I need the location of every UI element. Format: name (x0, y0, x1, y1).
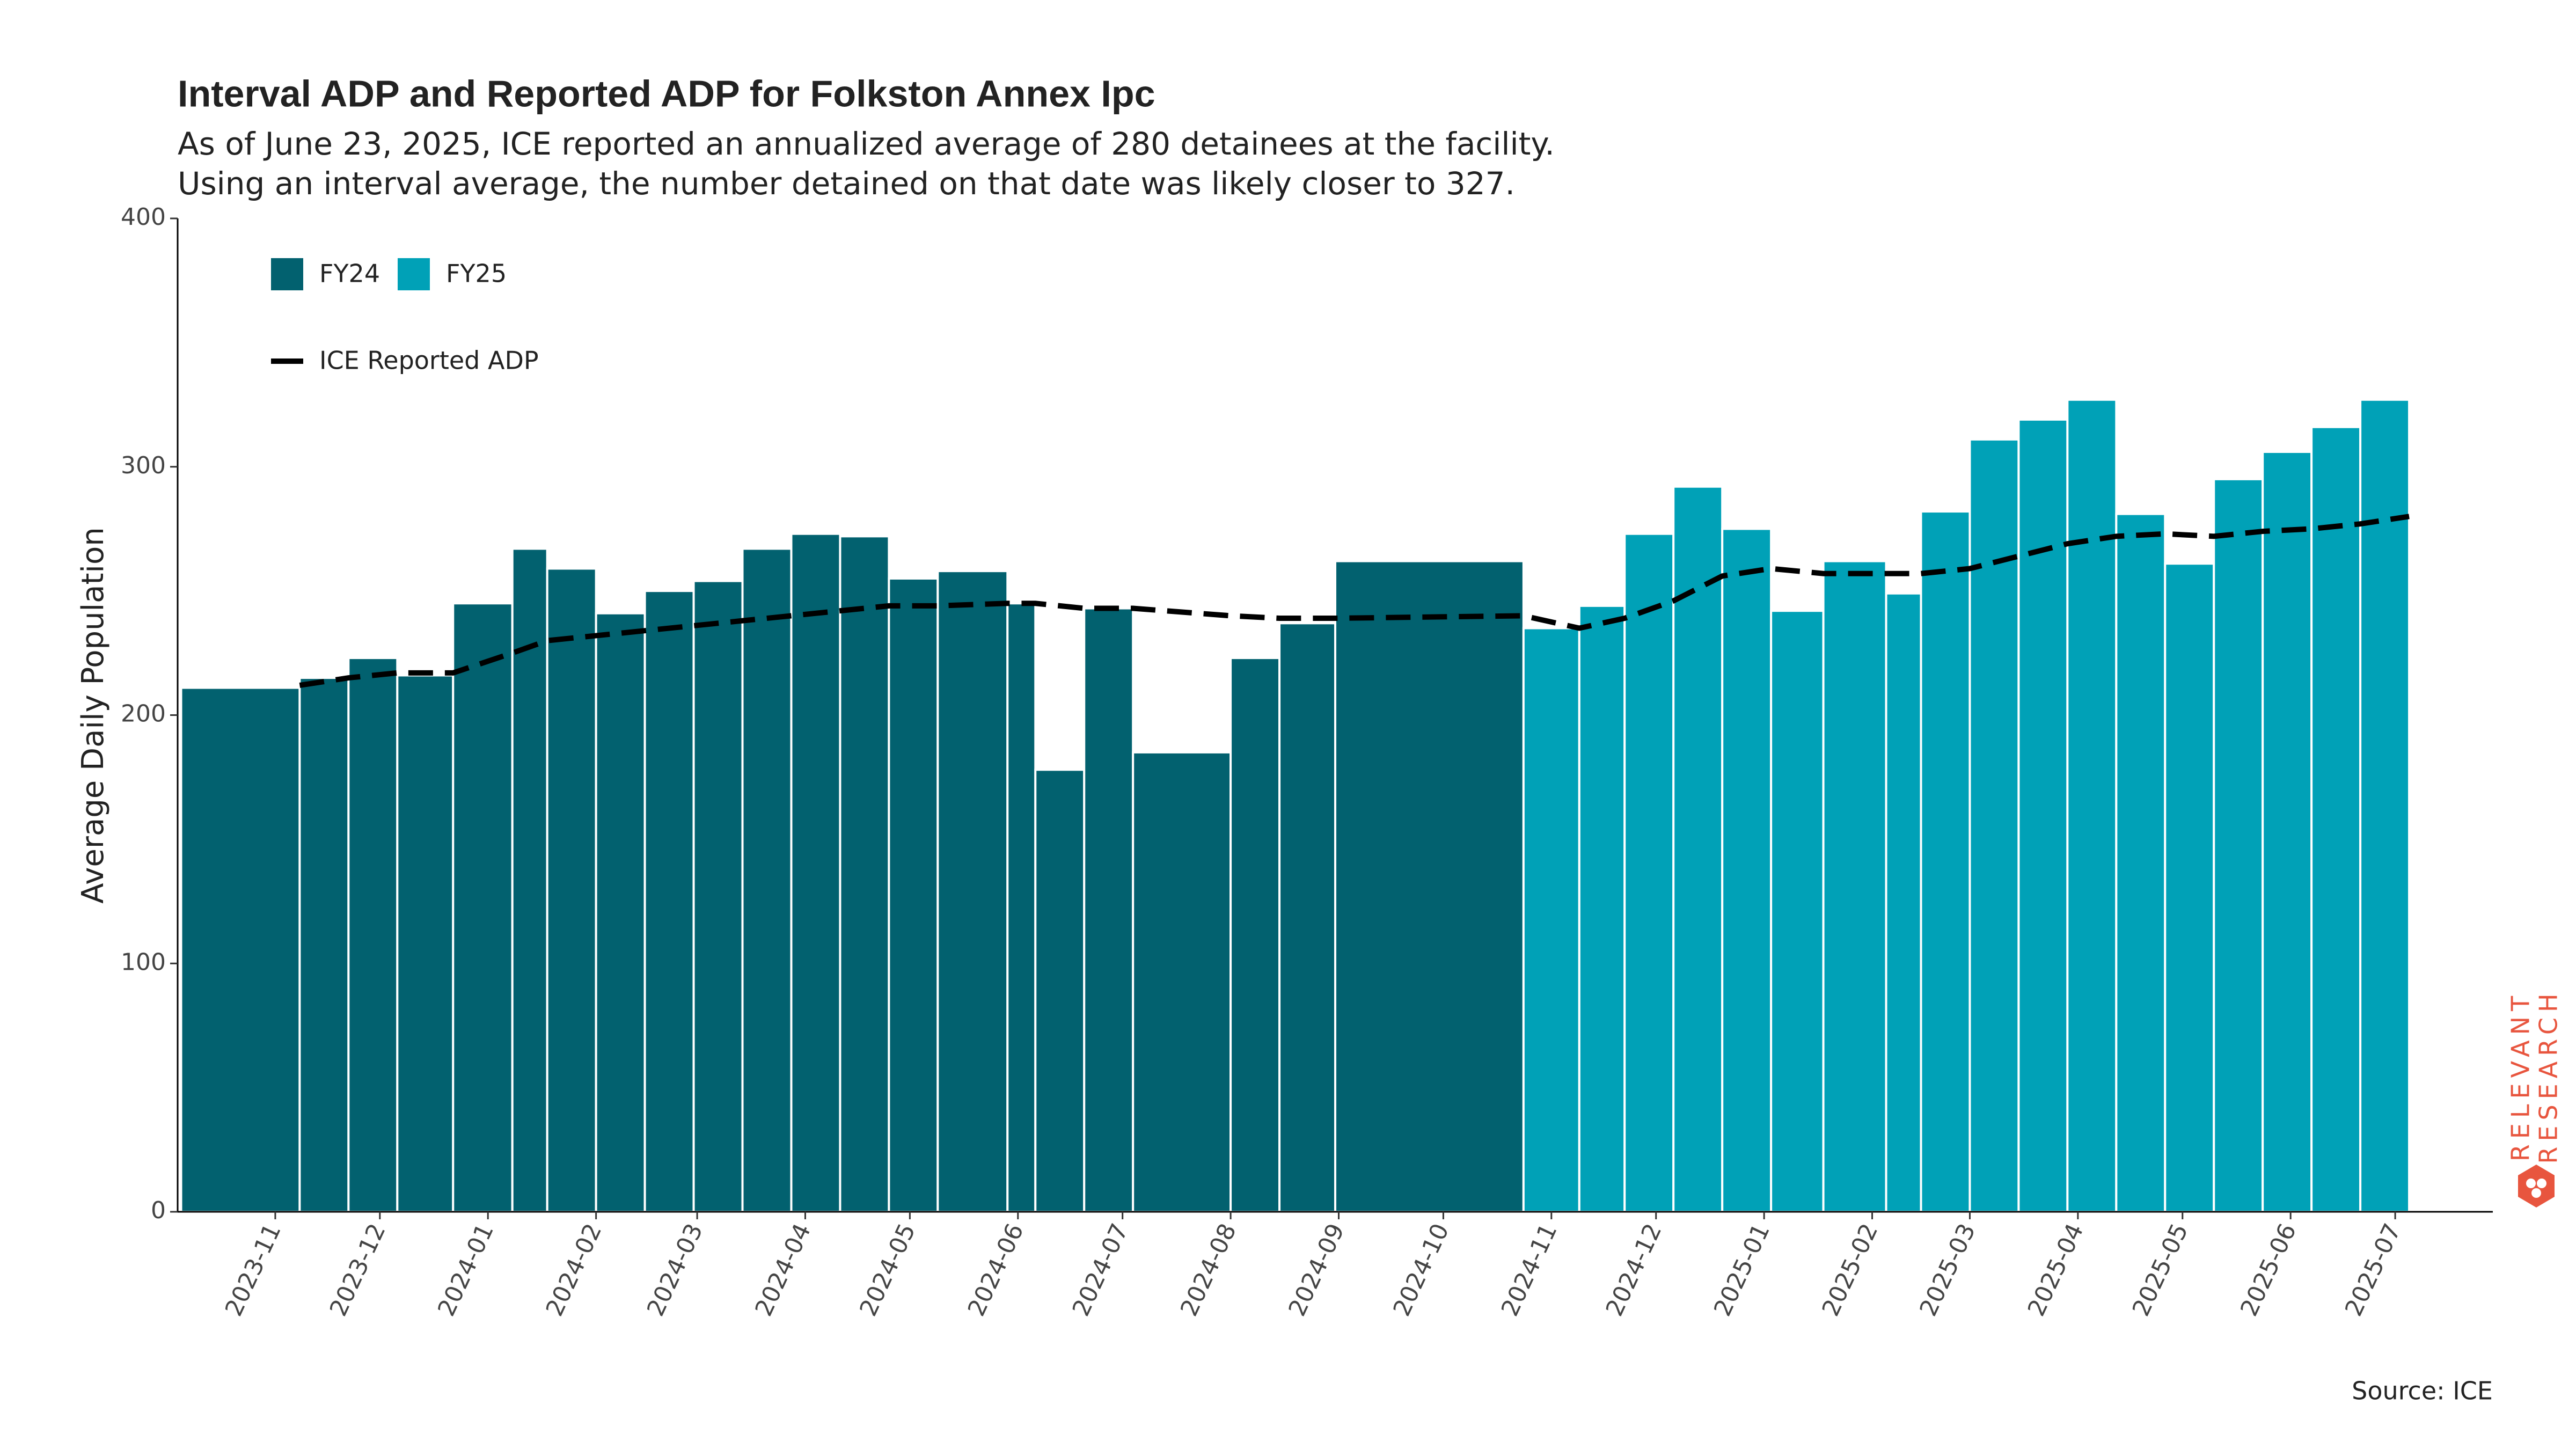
x-tick-label: 2024-05 (854, 1219, 921, 1320)
bar (2213, 478, 2264, 1213)
bar (2115, 513, 2167, 1213)
bar (546, 567, 597, 1213)
bar (396, 674, 455, 1213)
y-tick-label: 100 (121, 948, 166, 976)
x-tick-label: 2024-09 (1283, 1219, 1350, 1320)
x-tick-label: 2025-07 (2340, 1219, 2406, 1320)
bar (1721, 528, 1773, 1213)
logo-icon (2531, 1188, 2541, 1198)
source: Source: ICE (2352, 1377, 2493, 1406)
logo-icon (2526, 1179, 2536, 1188)
x-tick-label: 2025-04 (2023, 1219, 2089, 1320)
x-tick-label: 2024-02 (541, 1219, 608, 1320)
chart-subtitle: Using an interval average, the number de… (178, 165, 1515, 202)
logo-icon (2518, 1165, 2555, 1208)
x-tick-label: 2025-02 (1817, 1219, 1883, 1320)
y-tick-label: 300 (121, 452, 166, 479)
bar (1006, 602, 1037, 1213)
bar (1522, 627, 1580, 1213)
chart-subtitle: As of June 23, 2025, ICE reported an ann… (178, 126, 1555, 162)
bar (1672, 485, 1724, 1213)
legend-label: FY24 (319, 259, 380, 288)
x-tick-label: 2024-07 (1067, 1219, 1134, 1320)
x-tick-label: 2024-01 (433, 1219, 499, 1320)
bar (2164, 562, 2215, 1213)
bar (1034, 769, 1086, 1213)
bar (643, 590, 695, 1213)
logo-text: RESEARCH (2534, 988, 2563, 1163)
y-tick-label: 400 (121, 203, 166, 231)
bar (1132, 751, 1232, 1213)
y-axis-label: Average Daily Population (76, 527, 111, 903)
bar (1334, 560, 1525, 1213)
bar (1885, 592, 1922, 1213)
bar (936, 570, 1009, 1213)
bar (1920, 510, 1971, 1213)
bar (2310, 426, 2362, 1213)
bar (1230, 657, 1281, 1213)
x-tick-label: 2025-05 (2127, 1219, 2194, 1320)
legend-swatch (271, 258, 303, 290)
bar (741, 547, 793, 1213)
y-tick-label: 200 (121, 700, 166, 728)
bar (1578, 604, 1626, 1213)
bar (2017, 418, 2069, 1213)
x-tick-label: 2025-06 (2235, 1219, 2302, 1320)
bar (347, 657, 399, 1213)
x-tick-label: 2024-10 (1388, 1219, 1454, 1320)
x-tick-label: 2025-03 (1914, 1219, 1981, 1320)
x-tick-label: 2024-08 (1175, 1219, 1242, 1320)
bar (839, 535, 890, 1213)
logo-text: RELEVANT (2506, 991, 2535, 1161)
bar (2066, 398, 2118, 1213)
x-tick-label: 2024-11 (1496, 1219, 1563, 1320)
bar (1623, 532, 1675, 1213)
legend-label: ICE Reported ADP (319, 346, 539, 375)
bar (452, 602, 514, 1213)
x-tick-label: 2024-04 (750, 1219, 816, 1320)
bar (511, 547, 548, 1213)
bar (180, 686, 301, 1213)
bar (2262, 450, 2313, 1213)
legend-label: FY25 (446, 259, 507, 288)
bar (692, 580, 744, 1213)
x-tick-label: 2024-12 (1601, 1219, 1667, 1320)
x-tick-label: 2023-11 (220, 1219, 287, 1320)
logo-icon (2537, 1179, 2546, 1188)
x-tick-label: 2023-12 (325, 1219, 391, 1320)
bar (888, 577, 939, 1213)
x-tick-label: 2024-03 (642, 1219, 708, 1320)
bar (595, 612, 646, 1213)
x-tick-label: 2025-01 (1709, 1219, 1775, 1320)
bar (298, 677, 350, 1213)
bar (1278, 622, 1336, 1213)
bar (2359, 398, 2411, 1213)
bar (1083, 607, 1135, 1213)
bar (1770, 610, 1825, 1213)
chart-title: Interval ADP and Reported ADP for Folkst… (178, 72, 1155, 114)
legend-swatch (398, 258, 430, 290)
x-tick-label: 2024-06 (963, 1219, 1029, 1320)
bar (790, 532, 841, 1213)
y-tick-label: 0 (151, 1197, 166, 1224)
bar (1822, 560, 1887, 1213)
